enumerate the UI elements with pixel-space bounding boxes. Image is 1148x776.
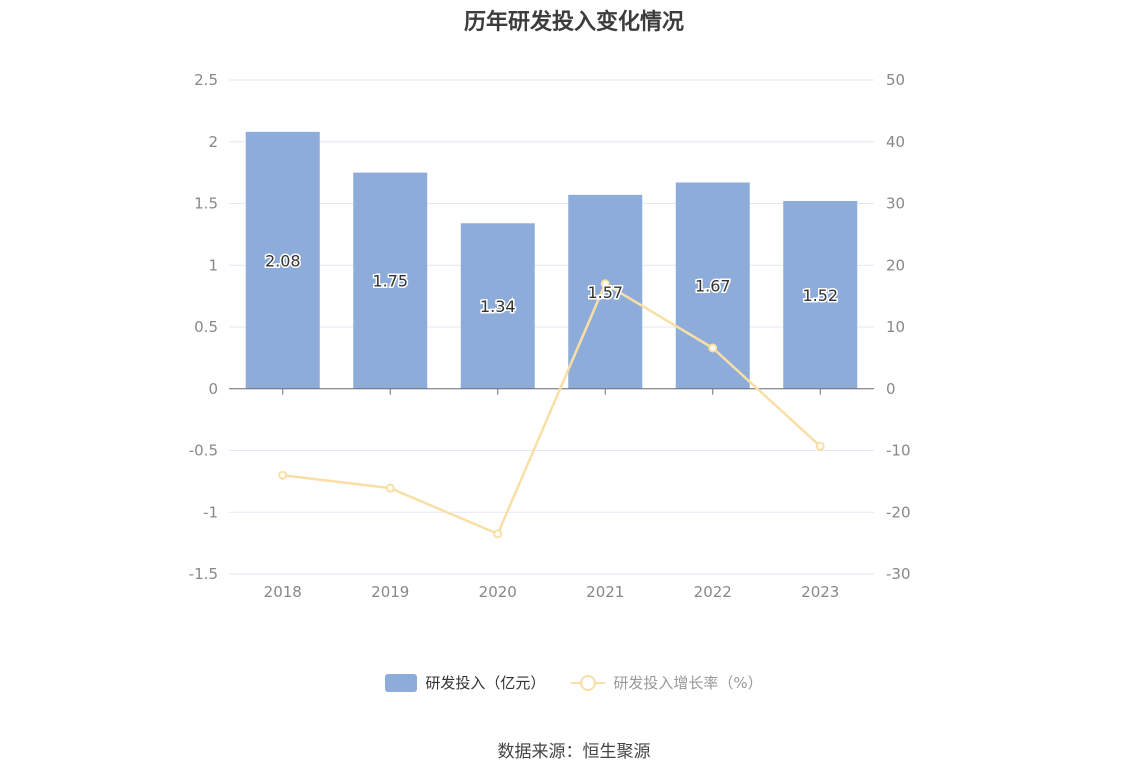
- y-left-axis: 2.5 2 1.5 1 0.5 0 -0.5 -1 -1.5: [189, 71, 218, 583]
- bar-value-label-2022: 1.67: [695, 277, 731, 296]
- y-left-tick-label: 1.5: [194, 195, 218, 213]
- y-right-tick-label: 40: [886, 133, 905, 151]
- y-left-tick-label: 0: [208, 380, 218, 398]
- y-left-tick-label: 0.5: [194, 318, 218, 336]
- x-tick-label-2018: 2018: [264, 583, 302, 601]
- bar-value-label-2018: 2.08: [265, 251, 301, 270]
- growth-point-2020[interactable]: [493, 529, 503, 539]
- growth-point-2018[interactable]: [278, 470, 288, 480]
- legend-item-rd-investment[interactable]: 研发投入（亿元）: [385, 672, 545, 693]
- growth-rate-line[interactable]: [282, 282, 822, 536]
- bar-2023[interactable]: [783, 201, 858, 389]
- growth-point-2022[interactable]: [708, 343, 718, 353]
- y-left-tick-label: 1: [208, 256, 218, 274]
- y-left-tick-label: 2.5: [194, 71, 218, 89]
- legend: 研发投入（亿元） 研发投入增长率（%）: [0, 672, 1148, 693]
- y-left-tick-label: -1.5: [189, 565, 218, 583]
- y-right-tick-label: 50: [886, 71, 905, 89]
- x-tick-label-2023: 2023: [801, 583, 839, 601]
- legend-label-rd-growth: 研发投入增长率（%）: [613, 674, 763, 692]
- y-right-tick-label: -20: [886, 503, 911, 521]
- bar-value-label-2019: 1.75: [372, 272, 408, 291]
- bar-value-label-2020: 1.34: [480, 297, 516, 316]
- growth-point-2023[interactable]: [815, 441, 825, 451]
- y-right-tick-label: -10: [886, 442, 911, 460]
- source-note: 数据来源：恒生聚源: [497, 742, 651, 762]
- x-tick-label-2021: 2021: [586, 583, 624, 601]
- y-left-tick-label: 2: [208, 133, 218, 151]
- y-right-tick-label: -30: [886, 565, 911, 583]
- bar-2019[interactable]: [353, 172, 428, 389]
- x-tick-label-2019: 2019: [371, 583, 409, 601]
- bar-2018[interactable]: [245, 131, 320, 389]
- x-axis-labels: 2018 2019 2020 2021 2022 2023: [264, 583, 840, 601]
- legend-label-rd-investment: 研发投入（亿元）: [425, 674, 546, 692]
- bar-2022[interactable]: [675, 182, 750, 389]
- y-left-tick-label: -0.5: [189, 442, 218, 460]
- bar-2020[interactable]: [460, 223, 535, 389]
- y-right-tick-label: 0: [886, 380, 896, 398]
- bar-series[interactable]: [245, 131, 858, 389]
- y-right-tick-label: 30: [886, 195, 905, 213]
- y-left-tick-label: -1: [203, 503, 218, 521]
- bar-data-labels: 2.08 1.75 1.34 1.57 1.67 1.52: [263, 250, 839, 318]
- bar-swatch-icon: [385, 673, 418, 692]
- legend-item-rd-growth[interactable]: 研发投入增长率（%）: [571, 672, 763, 693]
- bar-2021[interactable]: [568, 194, 643, 389]
- y-right-axis: 50 40 30 20 10 0 -10 -20 -30: [886, 71, 911, 583]
- chart-title: 历年研发投入变化情况: [463, 10, 684, 35]
- bar-value-label-2021: 1.57: [587, 283, 623, 302]
- grid-lines: [229, 79, 874, 575]
- growth-point-2021[interactable]: [600, 279, 610, 289]
- bar-value-label-2023: 1.52: [802, 286, 838, 305]
- x-tick-label-2022: 2022: [694, 583, 732, 601]
- line-series[interactable]: [278, 279, 825, 539]
- line-swatch-icon: [571, 674, 606, 692]
- x-tick-label-2020: 2020: [479, 583, 517, 601]
- growth-point-2019[interactable]: [385, 483, 395, 493]
- y-right-tick-label: 20: [886, 256, 905, 274]
- y-right-tick-label: 10: [886, 318, 905, 336]
- x-axis: [229, 388, 874, 395]
